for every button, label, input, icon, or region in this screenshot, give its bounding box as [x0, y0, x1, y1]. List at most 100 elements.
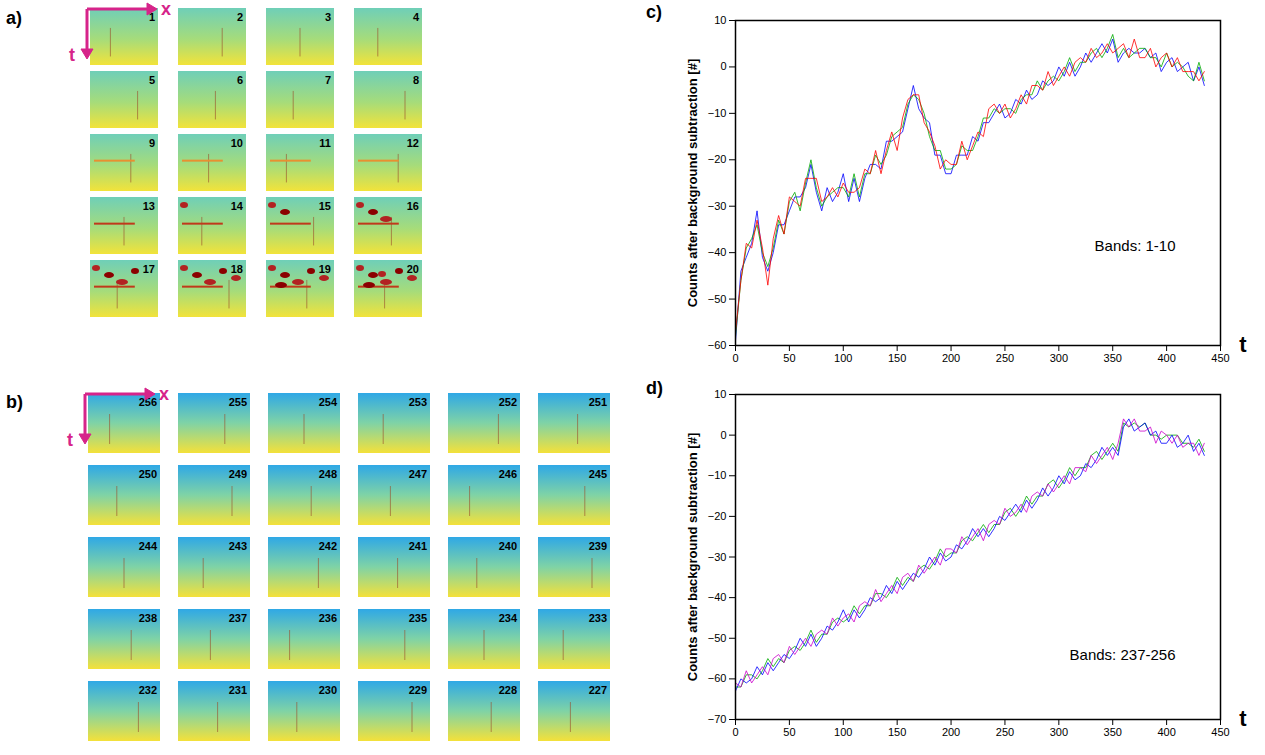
svg-text:241: 241 [409, 540, 427, 552]
svg-text:253: 253 [409, 396, 427, 408]
svg-text:13: 13 [143, 200, 155, 212]
svg-text:400: 400 [1157, 726, 1175, 738]
svg-text:5: 5 [149, 74, 155, 86]
svg-text:234: 234 [499, 612, 518, 624]
svg-text:240: 240 [499, 540, 517, 552]
svg-text:16: 16 [407, 200, 419, 212]
svg-text:350: 350 [1104, 352, 1122, 364]
svg-text:−40: −40 [708, 246, 727, 258]
svg-text:300: 300 [1050, 352, 1068, 364]
svg-text:x: x [159, 384, 169, 404]
svg-text:10: 10 [231, 137, 243, 149]
svg-text:−30: −30 [708, 200, 727, 212]
svg-text:−10: −10 [708, 469, 727, 481]
svg-text:10: 10 [714, 388, 726, 400]
svg-text:11: 11 [319, 137, 331, 149]
svg-text:200: 200 [942, 352, 960, 364]
svg-text:t: t [69, 45, 75, 65]
svg-text:150: 150 [888, 726, 906, 738]
svg-text:235: 235 [409, 612, 427, 624]
svg-text:0: 0 [732, 352, 738, 364]
svg-text:450: 450 [1211, 352, 1229, 364]
svg-text:t: t [1239, 332, 1247, 357]
svg-text:249: 249 [229, 468, 247, 480]
svg-text:242: 242 [319, 540, 337, 552]
svg-text:12: 12 [407, 137, 419, 149]
svg-text:15: 15 [319, 200, 331, 212]
svg-text:245: 245 [589, 468, 607, 480]
svg-text:200: 200 [942, 726, 960, 738]
svg-text:−50: −50 [708, 293, 727, 305]
svg-text:237: 237 [229, 612, 247, 624]
svg-text:230: 230 [319, 684, 337, 696]
svg-text:18: 18 [231, 263, 243, 275]
svg-text:238: 238 [139, 612, 157, 624]
svg-text:−30: −30 [708, 551, 727, 563]
svg-text:t: t [1239, 706, 1247, 731]
svg-text:x: x [161, 0, 171, 19]
svg-text:250: 250 [139, 468, 157, 480]
svg-text:251: 251 [589, 396, 607, 408]
svg-text:300: 300 [1050, 726, 1068, 738]
svg-text:b): b) [6, 392, 23, 412]
svg-text:50: 50 [783, 352, 795, 364]
svg-text:0: 0 [720, 60, 726, 72]
svg-text:243: 243 [229, 540, 247, 552]
svg-text:−60: −60 [708, 339, 727, 351]
svg-text:Counts after background subtra: Counts after background subtraction [#] [685, 59, 700, 307]
svg-text:246: 246 [499, 468, 517, 480]
svg-text:Bands: 1-10: Bands: 1-10 [1095, 237, 1176, 254]
svg-text:−10: −10 [708, 107, 727, 119]
svg-text:−50: −50 [708, 632, 727, 644]
svg-text:8: 8 [413, 74, 419, 86]
svg-text:236: 236 [319, 612, 337, 624]
svg-text:Counts after background subtra: Counts after background subtraction [#] [685, 433, 700, 681]
svg-text:231: 231 [229, 684, 247, 696]
svg-text:400: 400 [1157, 352, 1175, 364]
svg-text:Bands: 237-256: Bands: 237-256 [1070, 646, 1176, 663]
svg-text:−60: −60 [708, 672, 727, 684]
svg-text:7: 7 [325, 74, 331, 86]
svg-text:350: 350 [1104, 726, 1122, 738]
svg-text:239: 239 [589, 540, 607, 552]
svg-text:250: 250 [996, 726, 1014, 738]
svg-text:4: 4 [413, 11, 420, 23]
svg-text:50: 50 [783, 726, 795, 738]
svg-text:248: 248 [319, 468, 337, 480]
svg-text:t: t [67, 430, 73, 450]
svg-text:17: 17 [143, 263, 155, 275]
svg-text:256: 256 [138, 396, 157, 408]
svg-text:100: 100 [834, 352, 852, 364]
svg-text:244: 244 [139, 540, 158, 552]
svg-text:227: 227 [589, 684, 607, 696]
svg-text:3: 3 [325, 11, 331, 23]
svg-text:255: 255 [229, 396, 247, 408]
svg-text:150: 150 [888, 352, 906, 364]
svg-text:10: 10 [714, 14, 726, 26]
svg-text:−40: −40 [708, 591, 727, 603]
svg-text:6: 6 [237, 74, 243, 86]
svg-text:254: 254 [319, 396, 338, 408]
svg-text:100: 100 [834, 726, 852, 738]
svg-text:229: 229 [409, 684, 427, 696]
html-text:c): c) [646, 2, 662, 22]
svg-text:−20: −20 [708, 510, 727, 522]
svg-text:247: 247 [409, 468, 427, 480]
svg-text:0: 0 [732, 726, 738, 738]
svg-text:−20: −20 [708, 153, 727, 165]
svg-text:252: 252 [499, 396, 517, 408]
svg-text:14: 14 [231, 200, 244, 212]
svg-text:233: 233 [589, 612, 607, 624]
svg-text:20: 20 [407, 263, 419, 275]
svg-text:250: 250 [996, 352, 1014, 364]
svg-text:2: 2 [237, 11, 243, 23]
svg-text:450: 450 [1211, 726, 1229, 738]
svg-text:a): a) [6, 8, 22, 28]
svg-text:9: 9 [149, 137, 155, 149]
svg-text:0: 0 [720, 429, 726, 441]
svg-text:−70: −70 [708, 713, 727, 725]
svg-text:228: 228 [499, 684, 517, 696]
html-text:d): d) [646, 378, 663, 398]
svg-text:232: 232 [139, 684, 157, 696]
svg-text:19: 19 [319, 263, 331, 275]
